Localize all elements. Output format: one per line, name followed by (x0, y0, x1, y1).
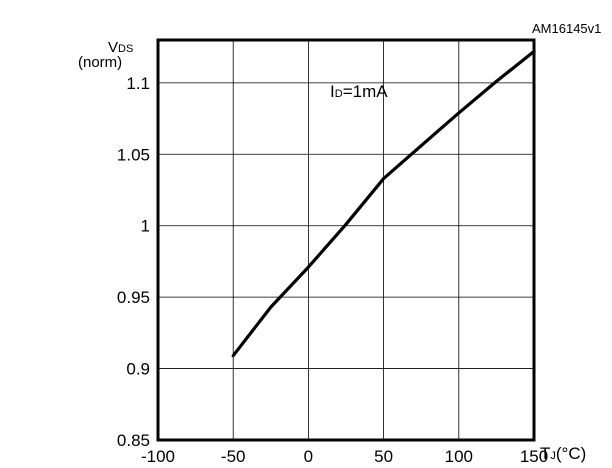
y-tick-label: 1.05 (117, 145, 150, 164)
x-tick-label: -100 (141, 447, 175, 466)
x-tick-label: 150 (520, 447, 548, 466)
series-line (231, 49, 536, 358)
grid (158, 40, 534, 440)
x-tick-label: 0 (304, 447, 313, 466)
figure-code: AM16145v1 (532, 21, 601, 36)
plot-frame (156, 38, 536, 442)
condition-annotation: ID=1mA (330, 82, 388, 101)
x-tick-label: 50 (374, 447, 393, 466)
y-tick-label: 0.85 (117, 431, 150, 450)
x-tick-label: 100 (445, 447, 473, 466)
y-axis-title: VDS (108, 39, 133, 56)
y-tick-label: 1 (141, 217, 150, 236)
tick-labels: -100 -50 0 50 100 150 0.85 0.9 0.95 1 1.05 1.1 (117, 74, 548, 466)
x-axis-title: TJ(°C) (540, 444, 586, 463)
y-tick-label: 1.1 (126, 74, 150, 93)
y-tick-label: 0.9 (126, 360, 150, 379)
y-tick-label: 0.95 (117, 288, 150, 307)
series-layer (231, 49, 536, 358)
x-tick-label: -50 (221, 447, 246, 466)
y-axis-unit: (norm) (78, 54, 122, 71)
